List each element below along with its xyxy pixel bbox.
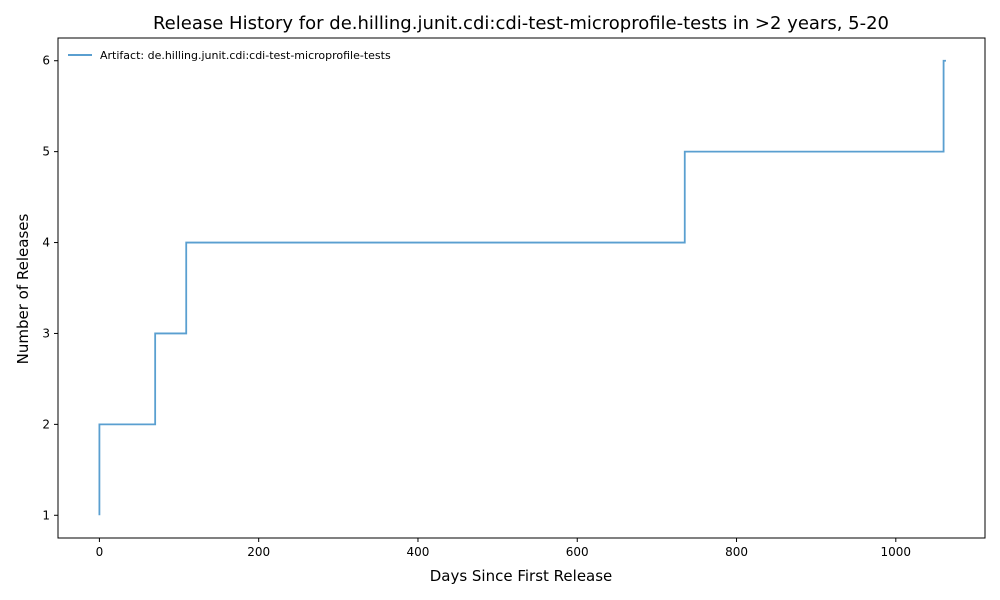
y-tick-label: 6 (42, 54, 50, 68)
x-axis-label: Days Since First Release (430, 567, 613, 585)
y-axis-label: Number of Releases (14, 213, 32, 364)
y-tick-label: 1 (42, 508, 50, 522)
series-step-line (98, 59, 946, 516)
x-tick-label: 800 (725, 545, 748, 559)
y-tick-label: 2 (42, 417, 50, 431)
legend: Artifact: de.hilling.junit.cdi:cdi-test-… (68, 49, 391, 62)
x-tick-label: 600 (566, 545, 589, 559)
legend-entry-label: Artifact: de.hilling.junit.cdi:cdi-test-… (100, 49, 391, 62)
plot-frame (57, 37, 986, 539)
x-tick-label: 1000 (881, 545, 912, 559)
x-tick-label: 200 (247, 545, 270, 559)
y-tick-label: 3 (42, 326, 50, 340)
x-tick-label: 0 (96, 545, 104, 559)
chart-title: Release History for de.hilling.junit.cdi… (153, 13, 889, 34)
x-tick-label: 400 (407, 545, 430, 559)
plot-area (57, 37, 986, 539)
x-axis-ticks: 0 200 400 600 800 1000 (96, 538, 911, 559)
y-tick-label: 5 (42, 145, 50, 159)
y-tick-label: 4 (42, 236, 50, 250)
y-axis-ticks: 1 2 3 4 5 6 (42, 54, 58, 522)
